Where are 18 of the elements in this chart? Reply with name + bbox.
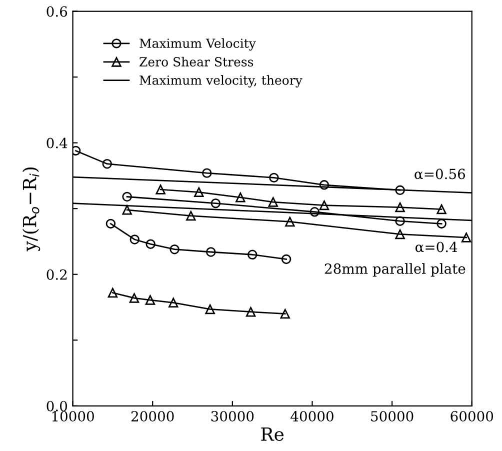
x-tick-label: 50000 — [371, 411, 414, 422]
legend-label: Maximum velocity, theory — [140, 75, 302, 88]
x-tick-label: 10000 — [52, 411, 94, 422]
y-tick-label: 0.2 — [46, 269, 67, 280]
legend-label: Maximum Velocity — [140, 38, 256, 51]
x-tick-label: 40000 — [290, 411, 334, 422]
x-tick-label: 20000 — [131, 411, 174, 422]
x-axis-title: Re — [261, 428, 284, 441]
y-axis-title: y/(R$_{o}$−R$_{i}$) — [22, 167, 40, 252]
annotation: 28mm parallel plate — [324, 263, 466, 277]
y-tick-label: 0.0 — [46, 400, 68, 412]
annotation: α=0.4 — [416, 242, 458, 252]
legend-label: Zero Shear Stress — [140, 56, 254, 67]
y-tick-label: 0.6 — [46, 6, 68, 17]
y-tick-label: 0.4 — [46, 138, 68, 148]
x-tick-label: 30000 — [211, 411, 254, 422]
annotation: α=0.56 — [414, 168, 466, 180]
x-tick-label: 60000 — [450, 411, 494, 422]
